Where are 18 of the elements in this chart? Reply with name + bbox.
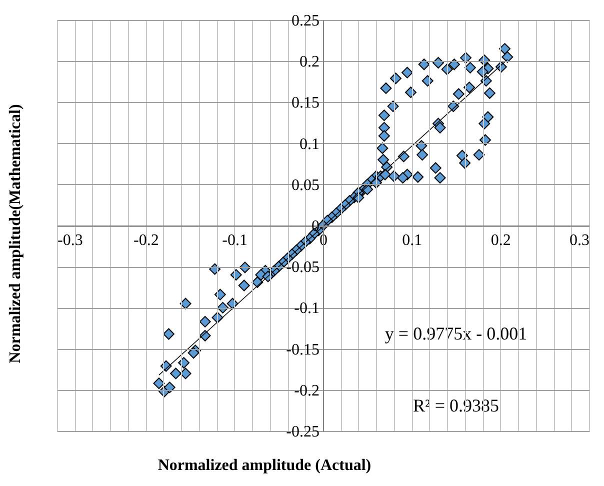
x-tick-label: -0.1 [222, 232, 248, 249]
y-tick-label: 0.05 [292, 176, 320, 194]
y-axis-title: Normalized amplitude(Mathematical) [7, 104, 24, 364]
x-tick-label: 0.1 [402, 232, 422, 249]
x-axis-title: Normalized amplitude (Actual) [158, 457, 372, 474]
y-tick-label: -0.05 [286, 259, 320, 276]
x-tick-label: 0.2 [490, 232, 511, 249]
x-tick-label: -0.2 [134, 232, 159, 249]
y-tick-label: -0.25 [286, 424, 320, 440]
x-tick-label: -0.3 [58, 232, 83, 249]
y-tick-label: 0.15 [292, 94, 320, 112]
y-tick-label: -0.1 [294, 300, 320, 318]
y-tick-label: 0.1 [300, 136, 320, 153]
y-tick-label: -0.2 [294, 382, 320, 400]
y-tick-label: 0.2 [300, 54, 320, 71]
y-tick-label: -0.15 [286, 341, 320, 358]
x-tick-label: 0.3 [570, 232, 590, 249]
y-tick-label: 0.25 [292, 12, 320, 30]
